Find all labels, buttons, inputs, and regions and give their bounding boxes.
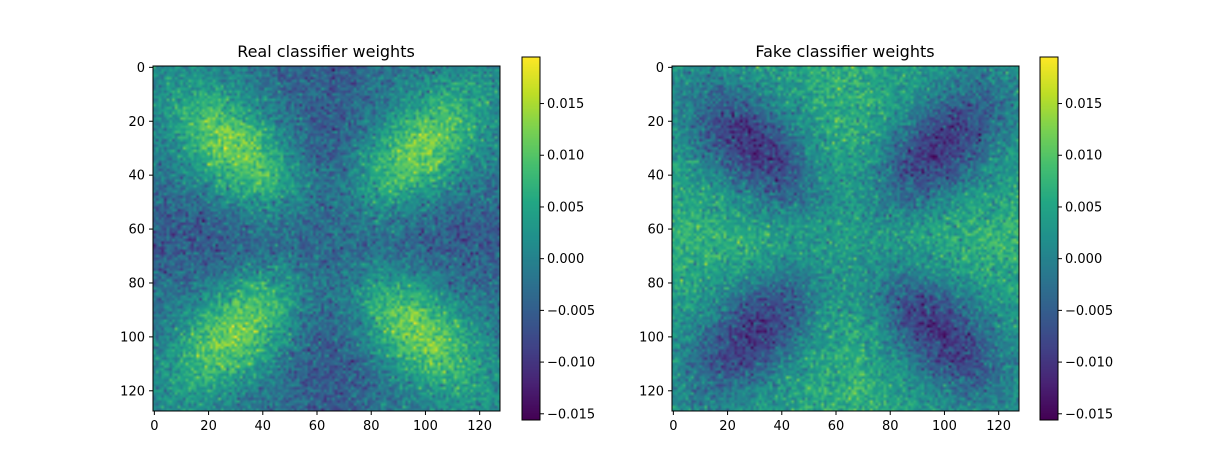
- plot-frame-real: [152, 65, 501, 412]
- y-axis-real: 0 20 40 60 80 100 120: [120, 61, 153, 399]
- x-tick-label: 0: [150, 419, 158, 434]
- heatmap-real: [153, 66, 500, 411]
- x-tick-label: 0: [669, 419, 677, 434]
- y-tick-label: 100: [639, 330, 664, 345]
- title-fake: Fake classifier weights: [755, 42, 934, 61]
- x-tick-label: 80: [882, 419, 899, 434]
- panel-fake: Fake classifier weights 0 20 40 60 80 100 120 …: [639, 42, 1113, 434]
- x-tick-label: 80: [363, 419, 380, 434]
- x-tick-label: 120: [467, 419, 492, 434]
- y-tick-label: 0: [656, 61, 664, 76]
- y-tick-label: 20: [128, 115, 145, 130]
- y-tick-label: 60: [647, 223, 664, 238]
- x-axis-real: 0 20 40 60 80 100 120: [150, 411, 492, 434]
- x-tick-label: 20: [719, 419, 736, 434]
- colorbar-tick-label: 0.005: [1065, 200, 1102, 215]
- y-tick-label: 120: [120, 384, 145, 399]
- colorbar-tick-label: 0.005: [547, 200, 584, 215]
- colorbar-axis-real: 0.015 0.010 0.005 0.000 −0.005 −0.010 −0.015: [540, 97, 595, 422]
- plot-frame-fake: [671, 65, 1020, 412]
- colorbar-tick-label: −0.015: [1065, 407, 1113, 422]
- colorbar-frame-real: [521, 56, 541, 421]
- y-tick-label: 120: [639, 384, 664, 399]
- x-tick-label: 20: [200, 419, 217, 434]
- colorbar-tick-label: −0.010: [1065, 356, 1113, 371]
- x-tick-label: 100: [932, 419, 957, 434]
- colorbar-tick-label: −0.005: [1065, 304, 1113, 319]
- y-axis-fake: 0 20 40 60 80 100 120: [639, 61, 672, 399]
- y-tick-label: 80: [128, 276, 145, 291]
- panel-real: Real classifier weights 0 20 40 60 80 100 120 …: [120, 42, 595, 434]
- colorbar-tick-label: −0.010: [547, 356, 595, 371]
- x-tick-label: 60: [309, 419, 326, 434]
- colorbar-frame-fake: [1039, 56, 1059, 421]
- colorbar-fake: [1040, 57, 1058, 420]
- colorbar-tick-label: −0.015: [547, 407, 595, 422]
- y-tick-label: 40: [647, 169, 664, 184]
- x-tick-label: 120: [986, 419, 1011, 434]
- colorbar-tick-label: 0.010: [1065, 149, 1102, 164]
- y-tick-label: 80: [647, 276, 664, 291]
- y-tick-label: 60: [128, 223, 145, 238]
- x-axis-fake: 0 20 40 60 80 100 120: [669, 411, 1011, 434]
- colorbar-tick-label: −0.005: [547, 304, 595, 319]
- y-tick-label: 100: [120, 330, 145, 345]
- heatmap-fake: [672, 66, 1019, 411]
- colorbar-tick-label: 0.015: [1065, 97, 1102, 112]
- title-real: Real classifier weights: [237, 42, 415, 61]
- y-tick-label: 20: [647, 115, 664, 130]
- x-tick-label: 100: [413, 419, 438, 434]
- colorbar-tick-label: 0.000: [547, 252, 584, 267]
- x-tick-label: 60: [828, 419, 845, 434]
- colorbar-tick-label: 0.000: [1065, 252, 1102, 267]
- colorbar-tick-label: 0.010: [547, 149, 584, 164]
- colorbar-axis-fake: 0.015 0.010 0.005 0.000 −0.005 −0.010 −0.015: [1058, 97, 1113, 422]
- colorbar-tick-label: 0.015: [547, 97, 584, 112]
- colorbar-real: [522, 57, 540, 420]
- x-tick-label: 40: [774, 419, 791, 434]
- x-tick-label: 40: [255, 419, 272, 434]
- y-tick-label: 0: [137, 61, 145, 76]
- y-tick-label: 40: [128, 169, 145, 184]
